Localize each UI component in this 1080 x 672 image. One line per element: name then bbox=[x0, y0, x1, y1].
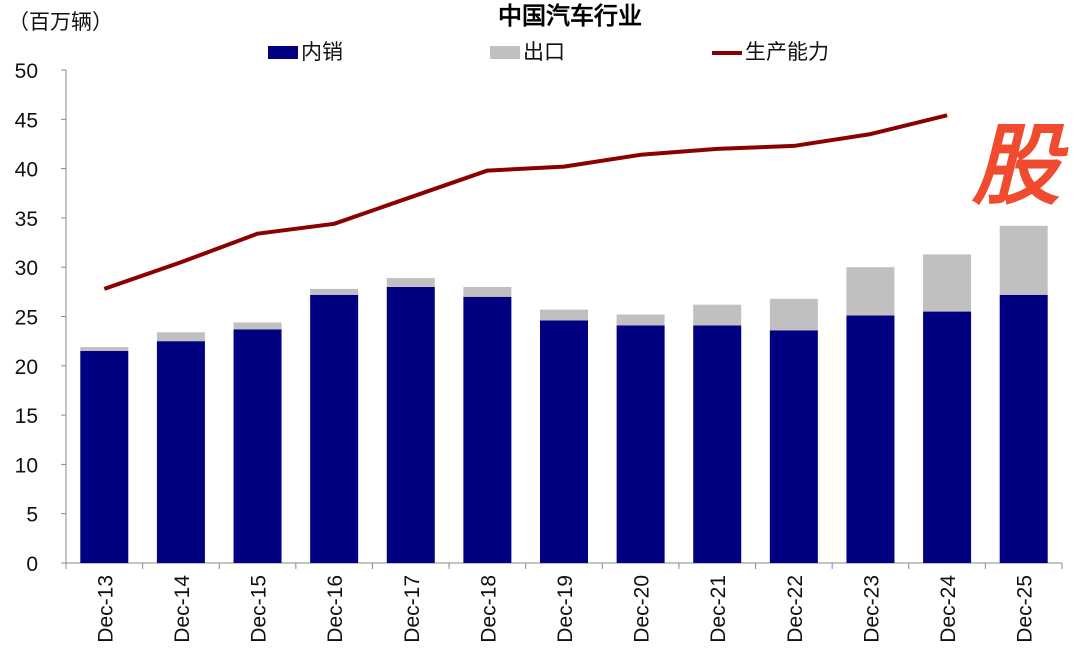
bar-domestic bbox=[923, 311, 972, 563]
legend-label-capacity: 生产能力 bbox=[745, 40, 829, 64]
bar-domestic bbox=[463, 296, 512, 563]
bar-domestic bbox=[999, 294, 1048, 563]
x-tick-label: Dec-16 bbox=[324, 575, 347, 643]
bar-export bbox=[80, 347, 129, 352]
bar-domestic bbox=[233, 329, 282, 563]
x-tick-label: Dec-21 bbox=[707, 575, 730, 643]
legend-swatch-capacity bbox=[712, 50, 742, 55]
x-tick-label: Dec-18 bbox=[477, 575, 500, 643]
legend-item-capacity: 生产能力 bbox=[712, 40, 829, 65]
bar-export bbox=[310, 288, 359, 295]
bar-export bbox=[923, 254, 972, 312]
x-tick-label: Dec-13 bbox=[94, 575, 117, 643]
y-tick-label: 15 bbox=[15, 405, 38, 428]
y-tick-label: 40 bbox=[15, 159, 38, 182]
y-tick-label: 0 bbox=[26, 553, 38, 576]
y-tick-label: 45 bbox=[15, 109, 38, 132]
bar-export bbox=[463, 286, 512, 297]
x-tick-label: Dec-22 bbox=[784, 575, 807, 643]
y-tick-label: 35 bbox=[15, 208, 38, 231]
bar-export bbox=[540, 309, 588, 321]
bar-export bbox=[999, 225, 1048, 295]
legend-item-domestic: 内销 bbox=[268, 40, 343, 65]
legend-label-export: 出口 bbox=[523, 40, 565, 64]
y-tick-label: 20 bbox=[15, 356, 38, 379]
y-tick-label: 10 bbox=[15, 454, 38, 477]
bar-domestic bbox=[386, 286, 435, 563]
y-tick-label: 50 bbox=[15, 60, 38, 83]
x-tick-label: Dec-17 bbox=[401, 575, 424, 643]
x-tick-label: Dec-15 bbox=[248, 575, 271, 643]
bar-domestic bbox=[156, 341, 205, 563]
legend-item-export: 出口 bbox=[490, 40, 565, 65]
watermark-logo: 股 bbox=[972, 114, 1061, 217]
x-tick-label: Dec-25 bbox=[1014, 575, 1037, 643]
unit-label: （百万辆） bbox=[8, 10, 113, 34]
bar-export bbox=[156, 332, 205, 342]
x-tick-label: Dec-19 bbox=[554, 575, 577, 643]
bar-domestic bbox=[769, 330, 818, 563]
y-tick-label: 30 bbox=[15, 257, 38, 280]
legend-swatch-export bbox=[490, 46, 520, 60]
bar-domestic bbox=[80, 351, 129, 563]
chart-title: 中国汽车行业 bbox=[498, 2, 642, 30]
x-tick-label: Dec-23 bbox=[860, 575, 883, 643]
bar-domestic bbox=[540, 320, 588, 563]
bar-export bbox=[693, 304, 742, 326]
bar-export bbox=[616, 314, 665, 326]
y-tick-label: 5 bbox=[26, 504, 38, 527]
bar-export bbox=[386, 278, 435, 287]
bar-domestic bbox=[846, 315, 895, 563]
y-tick-label: 25 bbox=[15, 307, 38, 330]
bar-domestic bbox=[616, 325, 665, 563]
bar-domestic bbox=[693, 325, 742, 563]
legend-swatch-domestic bbox=[268, 46, 298, 60]
bar-export bbox=[769, 298, 818, 331]
bar-export bbox=[233, 322, 282, 330]
bar-domestic bbox=[310, 294, 359, 563]
legend-label-domestic: 内销 bbox=[301, 40, 343, 64]
x-tick-label: Dec-14 bbox=[171, 575, 194, 643]
line-capacity bbox=[103, 113, 948, 291]
x-tick-label: Dec-20 bbox=[631, 575, 654, 643]
x-tick-label: Dec-24 bbox=[937, 575, 960, 643]
bar-export bbox=[846, 267, 895, 316]
